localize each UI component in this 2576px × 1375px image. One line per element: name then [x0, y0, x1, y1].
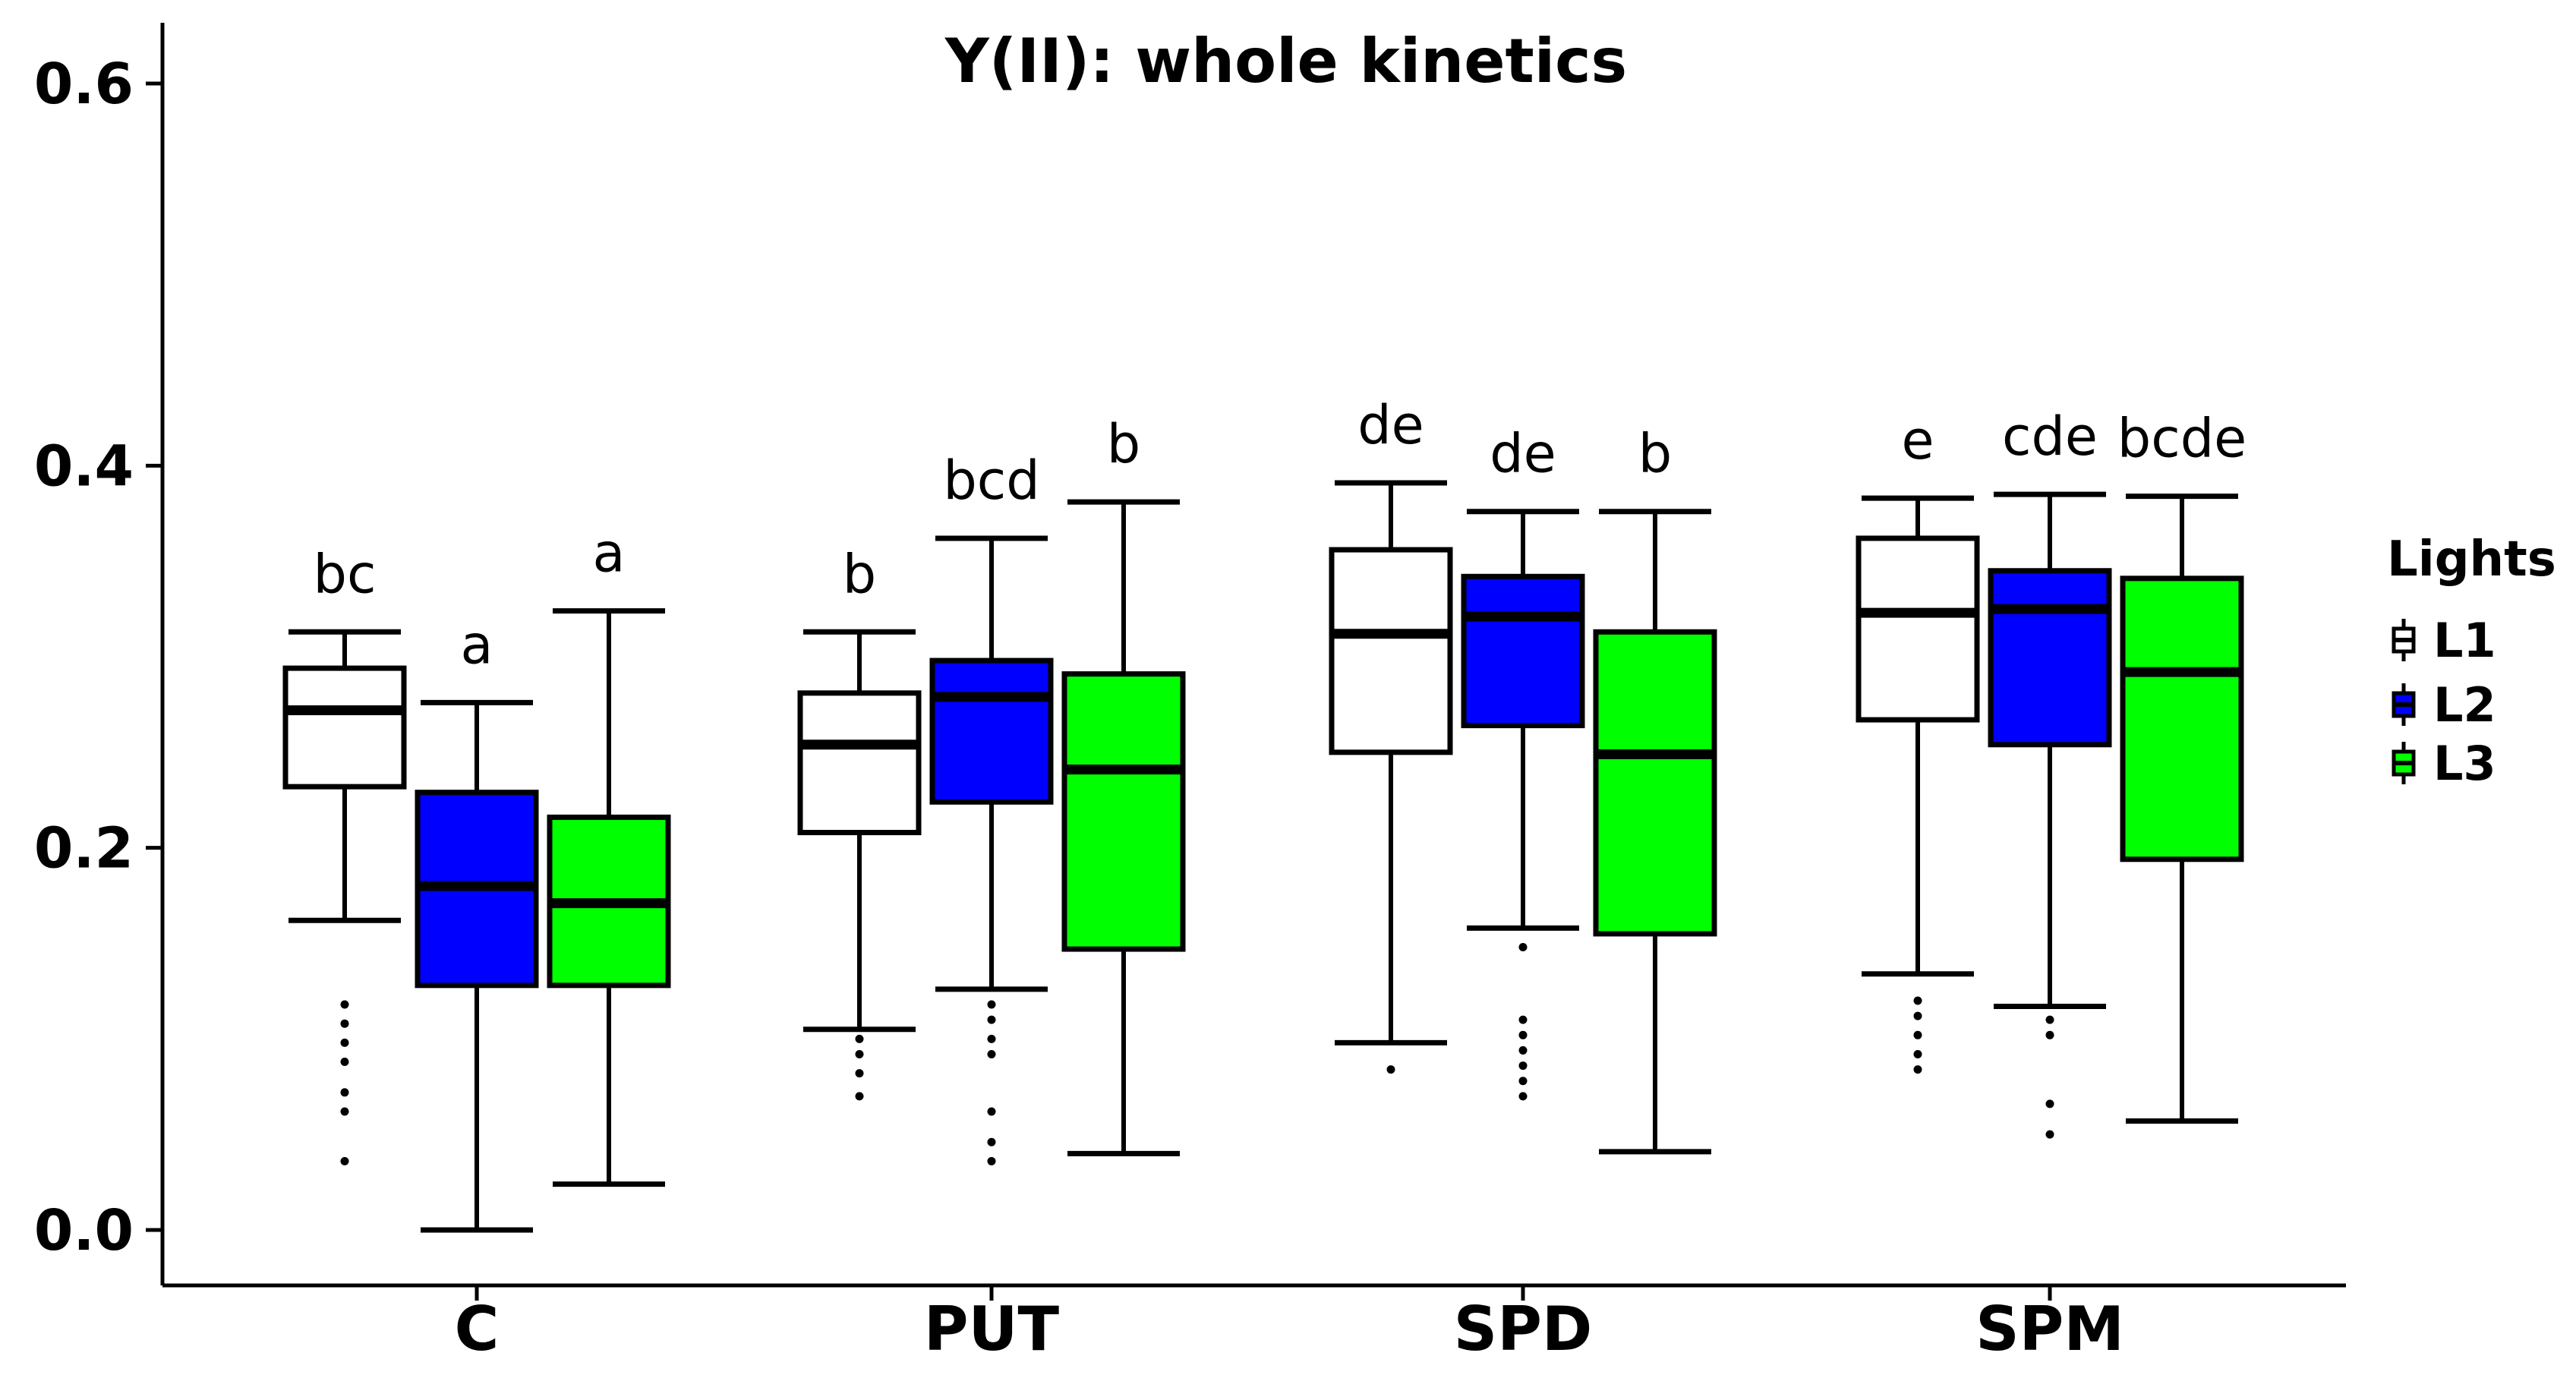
significance-letter: a: [461, 613, 493, 676]
outlier-point: [1518, 1030, 1528, 1039]
legend-label: L2: [2433, 677, 2496, 733]
outlier-point: [1913, 1011, 1922, 1020]
significance-letter: bcd: [943, 449, 1039, 512]
outlier-point: [987, 1107, 996, 1116]
iqr-box: [1988, 568, 2112, 748]
outlier-point: [855, 1034, 864, 1043]
significance-letter: bc: [314, 543, 377, 605]
outlier-point: [987, 1137, 996, 1146]
outlier-point: [855, 1092, 864, 1101]
y-tick-label: 0.4: [34, 434, 134, 499]
x-category-label: C: [455, 1294, 500, 1364]
chart-title: Y(II): whole kinetics: [944, 26, 1627, 96]
outlier-point: [340, 1088, 349, 1097]
outlier-point: [2045, 1130, 2054, 1139]
x-axis: C PUT SPD SPM: [162, 1283, 2346, 1364]
significance-letter: b: [1638, 423, 1672, 485]
outlier-point: [1913, 1049, 1922, 1058]
y-tick-label: 0.2: [34, 816, 134, 881]
outlier-point: [1913, 1065, 1922, 1074]
outlier-point: [987, 1034, 996, 1043]
outlier-point: [2045, 1030, 2054, 1039]
outlier-point: [2045, 1015, 2054, 1024]
iqr-box: [282, 665, 407, 790]
group-spm: e cde bcde: [1856, 405, 2247, 1139]
box-l3: a: [547, 522, 671, 1187]
outlier-point: [1913, 1030, 1922, 1039]
legend-item-l1: L1: [2392, 613, 2496, 668]
group-c: bc a a: [282, 522, 671, 1233]
x-category-label: PUT: [924, 1294, 1060, 1364]
iqr-box: [797, 690, 922, 836]
legend-item-l2: L2: [2392, 677, 2496, 733]
y-tick-label: 0.6: [34, 52, 134, 117]
box-l1: de: [1329, 394, 1453, 1074]
group-put: b bcd b: [797, 413, 1186, 1165]
outlier-point: [855, 1069, 864, 1078]
significance-letter: a: [593, 522, 626, 585]
iqr-box: [1329, 547, 1453, 755]
outlier-point: [855, 1049, 864, 1058]
legend-item-l3: L3: [2392, 736, 2496, 791]
plot-area: bc a a b bcd b de de b e cde bcde: [282, 394, 2247, 1233]
box-l2: a: [415, 613, 539, 1233]
outlier-point: [340, 1058, 349, 1067]
box-l2: cde: [1988, 405, 2112, 1139]
outlier-point: [340, 1000, 349, 1009]
box-l1: bc: [282, 543, 407, 1165]
x-category-label: SPM: [1975, 1294, 2124, 1364]
significance-letter: bcde: [2117, 408, 2247, 470]
legend-label: L1: [2433, 613, 2496, 668]
legend-label: L3: [2433, 736, 2496, 791]
group-spd: de de b: [1329, 394, 1717, 1155]
box-l2: de: [1461, 423, 1585, 1101]
box-l3: b: [1061, 413, 1186, 1156]
outlier-point: [1913, 996, 1922, 1005]
outlier-point: [340, 1107, 349, 1116]
box-l3: bcde: [2117, 408, 2247, 1124]
iqr-box: [1461, 573, 1585, 729]
outlier-point: [340, 1019, 349, 1028]
outlier-point: [1518, 1077, 1528, 1086]
significance-letter: cde: [2002, 405, 2098, 468]
outlier-point: [1518, 1015, 1528, 1024]
outlier-point: [987, 1000, 996, 1009]
iqr-box: [929, 658, 1054, 805]
y-axis: 0.0 0.2 0.4 0.6: [34, 23, 165, 1285]
outlier-point: [340, 1156, 349, 1165]
outlier-point: [1518, 943, 1528, 952]
significance-letter: b: [843, 543, 876, 605]
outlier-point: [1386, 1065, 1395, 1074]
outlier-point: [340, 1038, 349, 1047]
outlier-point: [987, 1015, 996, 1024]
y-tick-label: 0.0: [34, 1198, 134, 1263]
significance-letter: b: [1107, 413, 1140, 475]
x-category-label: SPD: [1454, 1294, 1593, 1364]
box-l3: b: [1593, 423, 1717, 1155]
iqr-box: [1593, 629, 1717, 937]
iqr-box: [1856, 535, 1980, 723]
outlier-point: [987, 1156, 996, 1165]
iqr-box: [2120, 576, 2244, 863]
significance-letter: de: [1490, 423, 1556, 485]
outlier-point: [2045, 1099, 2054, 1109]
outlier-point: [1518, 1092, 1528, 1101]
iqr-box: [1061, 671, 1186, 952]
outlier-point: [1518, 1045, 1528, 1055]
box-l2: bcd: [929, 449, 1054, 1165]
legend-title: Lights: [2387, 531, 2556, 588]
significance-letter: de: [1357, 394, 1424, 456]
significance-letter: e: [1901, 409, 1934, 471]
box-l1: b: [797, 543, 922, 1101]
outlier-point: [1518, 1061, 1528, 1071]
outlier-point: [987, 1049, 996, 1058]
box-l1: e: [1856, 409, 1980, 1074]
